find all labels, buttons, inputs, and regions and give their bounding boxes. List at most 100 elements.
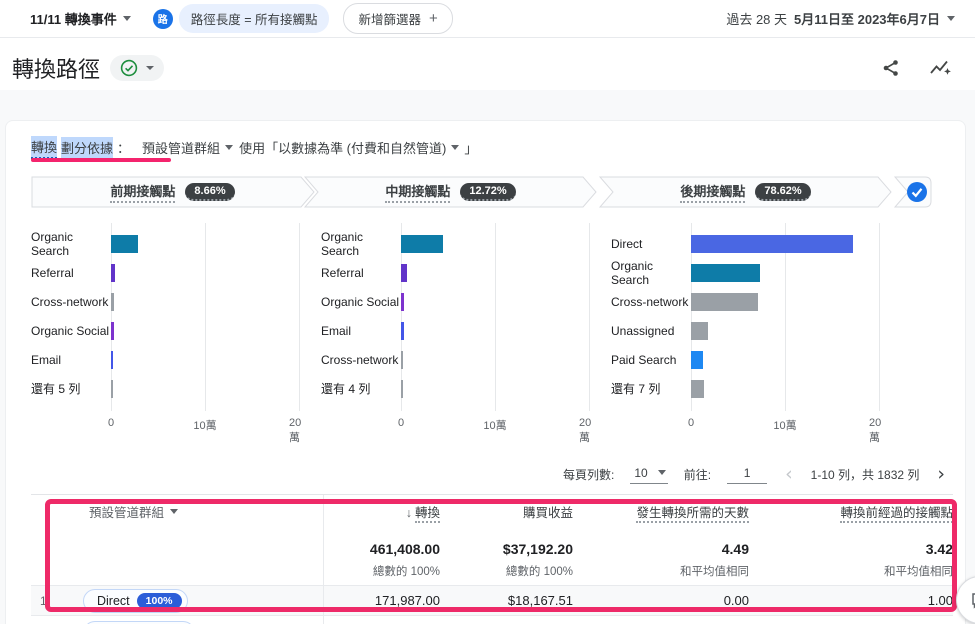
row-range-label: 1-10 列，共 1832 列 (810, 468, 920, 482)
channel-chip-percent: 100% (136, 592, 182, 609)
path-icon: 路 (152, 8, 173, 29)
gridline (111, 223, 112, 411)
touchpoint-funnel: 前期接觸點 8.66% 中期接觸點 12.72% 後期接觸點 78.62% (31, 176, 942, 208)
chart-category-label: Cross-network (31, 294, 109, 309)
funnel-segment-late[interactable]: 後期接觸點 78.62% (600, 176, 891, 208)
early-touchpoints-chart: 0 10萬 20萬 Organic Search Referral Cross-netwo… (31, 221, 319, 444)
chart-bar-row: Organic Search (611, 258, 899, 287)
table-totals-row: 461,408.00 總數的 100% $37,192.20 總數的 100% … (31, 527, 953, 585)
rows-per-page-label: 每頁列數: (563, 468, 615, 482)
chart-category-label: Paid Search (611, 352, 677, 367)
insights-icon[interactable] (929, 58, 951, 78)
conversion-events-selector[interactable]: 11/11 轉換事件 (30, 9, 131, 28)
prev-page-button[interactable]: ‹ (785, 463, 793, 485)
chart-bar[interactable] (401, 263, 407, 282)
funnel-segment-mid[interactable]: 中期接觸點 12.72% (305, 176, 596, 208)
funnel-shapes (31, 176, 932, 208)
gridline (495, 223, 496, 411)
table-row-partial[interactable] (31, 615, 953, 624)
column-divider (323, 495, 324, 624)
chart-bar[interactable] (401, 350, 403, 369)
chart-category-label: Organic Social (31, 323, 110, 338)
chart-bar[interactable] (691, 350, 703, 369)
total-revenue-sub: 總數的 100% (505, 566, 573, 578)
gridline (589, 223, 590, 411)
breakdown-dimension-selector[interactable]: 預設管道群組 (142, 138, 234, 157)
page-title: 轉換路徑 (12, 57, 101, 82)
goto-page-input[interactable]: 1 (727, 466, 768, 484)
row-conversions: 171,987.00 (374, 593, 440, 608)
add-filter-button[interactable]: 新增篩選器 + (343, 3, 453, 34)
page-background: 轉換 劃分依據 ： 預設管道群組 使用「以數據為準 (付費和自然管道) 」 (0, 90, 975, 624)
chart-bar-row: Email (321, 316, 609, 345)
chevron-down-icon (657, 470, 666, 475)
chart-bar-row: Cross-network (31, 287, 319, 316)
chevron-down-icon (225, 145, 234, 150)
x-axis-tick: 20萬 (579, 417, 592, 444)
chart-bar[interactable] (691, 379, 705, 398)
conversions-column-header[interactable]: ↓ 轉換 (323, 502, 440, 523)
chart-bar[interactable] (691, 292, 759, 311)
gridline (205, 223, 206, 411)
annotation-underline (31, 158, 171, 162)
selected-check-icon (907, 182, 927, 202)
chart-bar[interactable] (111, 350, 113, 369)
chevron-down-icon (170, 508, 179, 514)
chart-bar[interactable] (401, 379, 403, 398)
chart-bar[interactable] (691, 321, 709, 340)
table-row[interactable]: 1 Direct 100% 171,987.00 $18,167.51 0.00… (31, 585, 953, 615)
rows-per-page-select[interactable]: 10 (630, 466, 668, 484)
chart-category-label: Email (31, 352, 62, 367)
chevron-down-icon (451, 145, 460, 150)
dimension-column-header[interactable]: 預設管道群組 (55, 502, 323, 521)
x-axis-tick: 20萬 (869, 417, 882, 444)
chart-category-label: Referral (31, 265, 74, 280)
plus-icon: + (428, 10, 438, 27)
next-page-button[interactable]: › (937, 463, 945, 485)
chart-bar[interactable] (401, 234, 444, 253)
chart-bar-row: Unassigned (611, 316, 899, 345)
funnel-segment-early[interactable]: 前期接觸點 8.66% (31, 176, 314, 208)
path-filter-chip[interactable]: 路 路徑長度 = 所有接觸點 (152, 4, 330, 33)
chart-bar[interactable] (401, 321, 404, 340)
total-conversions-sub: 總數的 100% (372, 566, 440, 578)
gridline (299, 223, 300, 411)
chart-bar[interactable] (691, 263, 761, 282)
row-days: 0.00 (723, 593, 749, 608)
report-status-selector[interactable] (110, 55, 165, 81)
chart-category-label: Organic Social (321, 294, 400, 309)
channel-chip[interactable]: Direct 100% (83, 588, 188, 613)
paths-table: 預設管道群組 ↓ 轉換 購買收益 發生轉換所需的天數 轉換前經過的接觸點 (31, 494, 953, 624)
chart-category-label: Cross-network (321, 352, 399, 367)
x-axis-tick: 10萬 (773, 420, 797, 432)
total-revenue: $37,192.20 (502, 541, 573, 557)
chart-bar-row: Cross-network (611, 287, 899, 316)
report-header: 轉換路徑 (12, 50, 951, 86)
goto-page-label: 前往: (683, 468, 712, 482)
chart-bar[interactable] (401, 292, 404, 311)
chart-bar[interactable] (111, 263, 116, 282)
segment-label: 後期接觸點 (680, 181, 746, 203)
revenue-column-header[interactable]: 購買收益 (522, 505, 573, 520)
chart-bar[interactable] (111, 321, 114, 340)
date-range-selector[interactable]: 過去 28 天 5月11日至 2023年6月7日 (726, 9, 955, 28)
row-touchpoints: 1.00 (927, 593, 953, 608)
chart-bar[interactable] (111, 292, 115, 311)
chart-bar[interactable] (691, 234, 853, 253)
chart-bar[interactable] (111, 234, 139, 253)
share-icon[interactable] (881, 58, 901, 78)
touchpoints-column-header[interactable]: 轉換前經過的接觸點 (749, 502, 953, 523)
chart-category-label: Unassigned (611, 323, 675, 338)
chart-category-label: 還有 5 列 (31, 382, 81, 396)
table-header-row: 預設管道群組 ↓ 轉換 購買收益 發生轉換所需的天數 轉換前經過的接觸點 (31, 495, 953, 527)
chart-category-label: Referral (321, 265, 364, 280)
segment-percent-badge: 78.62% (755, 183, 811, 201)
days-column-header[interactable]: 發生轉換所需的天數 (573, 502, 749, 523)
path-filter-label: 路徑長度 = 所有接觸點 (178, 4, 330, 33)
x-axis-tick: 20萬 (289, 417, 302, 444)
chart-bar[interactable] (111, 379, 113, 398)
chart-bar-row: Cross-network (321, 345, 609, 374)
chart-category-label: Organic Search (321, 229, 364, 258)
conversion-events-label: 11/11 轉換事件 (30, 12, 117, 27)
attribution-model-selector[interactable]: 使用「以數據為準 (付費和自然管道) 」 (239, 138, 477, 157)
